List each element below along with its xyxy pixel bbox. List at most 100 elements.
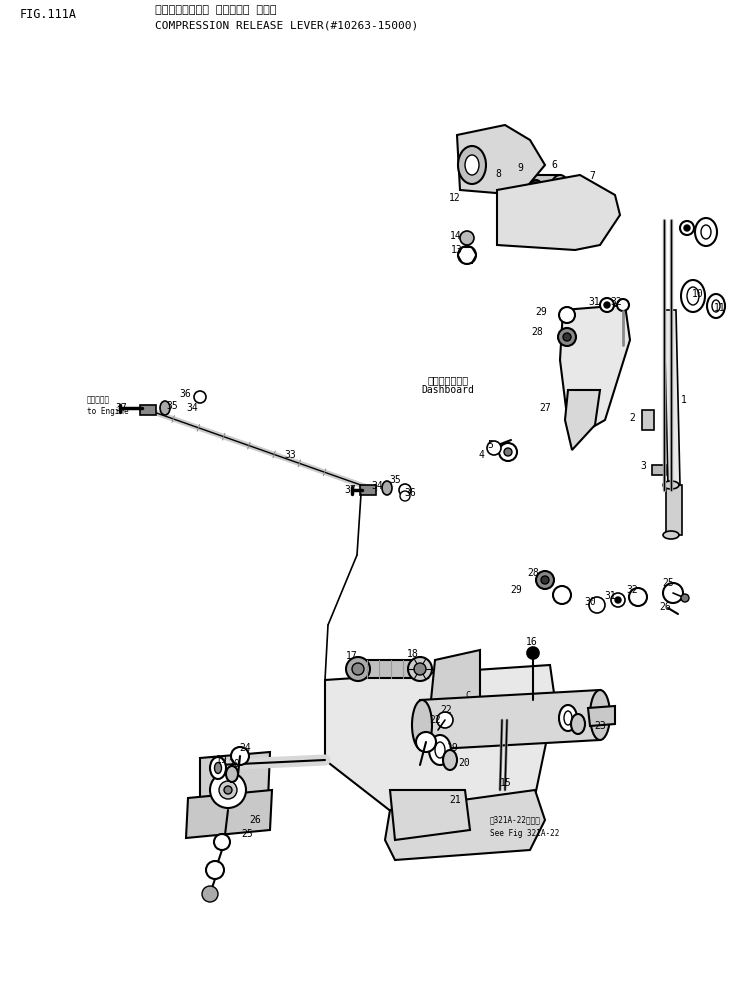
Text: 37: 37 [344,485,356,495]
Text: 14: 14 [450,231,462,241]
Circle shape [663,583,683,603]
Polygon shape [588,706,615,726]
Text: 19: 19 [447,743,459,753]
Ellipse shape [412,700,432,750]
Text: 31: 31 [604,591,616,601]
Text: 24: 24 [239,743,251,753]
Circle shape [527,647,539,659]
Text: to Engine: to Engine [87,407,129,416]
Text: C: C [466,690,471,699]
Ellipse shape [707,294,725,318]
Text: 32: 32 [610,297,622,307]
Circle shape [600,298,614,312]
Ellipse shape [429,735,451,765]
Text: Dashboard: Dashboard [422,385,475,395]
Ellipse shape [701,225,711,239]
Ellipse shape [226,766,238,782]
Text: 15: 15 [500,778,512,788]
Text: 8: 8 [495,169,501,179]
Circle shape [458,246,476,264]
Bar [360,485,376,495]
Circle shape [224,786,232,794]
Polygon shape [325,665,555,830]
Circle shape [611,593,625,607]
Ellipse shape [712,300,720,312]
Ellipse shape [443,750,457,770]
Text: 11: 11 [714,303,726,313]
Bar [140,405,156,415]
Text: 31: 31 [588,297,600,307]
Text: 6: 6 [551,160,557,170]
Text: 9: 9 [517,163,523,173]
Ellipse shape [527,180,545,212]
Text: 37: 37 [115,403,127,413]
Polygon shape [664,310,680,485]
Ellipse shape [571,714,585,734]
Text: 32: 32 [626,585,638,595]
Text: 23: 23 [594,721,606,731]
Circle shape [414,663,426,675]
Ellipse shape [210,757,226,779]
Circle shape [352,663,364,675]
Text: 12: 12 [449,193,461,203]
Polygon shape [457,125,545,195]
Ellipse shape [564,711,572,725]
Polygon shape [430,650,480,740]
Circle shape [499,443,517,461]
Text: 25: 25 [241,829,253,839]
Polygon shape [510,175,560,215]
Ellipse shape [435,742,445,758]
Ellipse shape [663,481,679,489]
Circle shape [214,834,230,850]
Text: 13: 13 [451,245,463,255]
Ellipse shape [465,155,479,175]
Text: 34: 34 [186,403,198,413]
Polygon shape [497,175,620,250]
Circle shape [231,747,249,765]
Ellipse shape [499,175,521,215]
Circle shape [219,781,237,799]
Circle shape [681,594,689,602]
Ellipse shape [458,146,486,184]
Circle shape [194,391,206,403]
Text: 29: 29 [510,585,522,595]
Ellipse shape [663,531,679,539]
Circle shape [416,732,436,752]
Text: 22: 22 [429,715,441,725]
Circle shape [541,576,549,584]
Text: 22: 22 [440,705,452,715]
Bar [642,410,654,430]
Text: 36: 36 [179,389,191,399]
Polygon shape [420,690,600,750]
Text: 35: 35 [389,475,401,485]
Text: 20: 20 [458,758,470,768]
Text: 30: 30 [584,597,596,607]
Text: 1: 1 [681,395,687,405]
Circle shape [408,657,432,681]
Circle shape [680,221,694,235]
Circle shape [437,712,453,728]
Text: 19: 19 [216,755,228,765]
Circle shape [559,307,575,323]
Ellipse shape [559,705,577,731]
Text: 20: 20 [228,759,240,769]
Text: 16: 16 [526,637,538,647]
Ellipse shape [215,763,221,773]
Polygon shape [200,752,270,805]
Text: 10: 10 [692,289,704,299]
Polygon shape [385,790,545,860]
Ellipse shape [681,280,705,312]
Circle shape [615,597,621,603]
Circle shape [536,571,554,589]
Text: 4: 4 [478,450,484,460]
Text: COMPRESSION RELEASE LEVER(#10263-15000): COMPRESSION RELEASE LEVER(#10263-15000) [155,20,418,30]
Polygon shape [560,305,630,440]
Circle shape [487,441,501,455]
Polygon shape [565,390,600,450]
Circle shape [629,588,647,606]
Ellipse shape [160,401,170,415]
Polygon shape [390,790,470,840]
Text: 21: 21 [449,795,461,805]
Circle shape [400,491,410,501]
Circle shape [604,302,610,308]
